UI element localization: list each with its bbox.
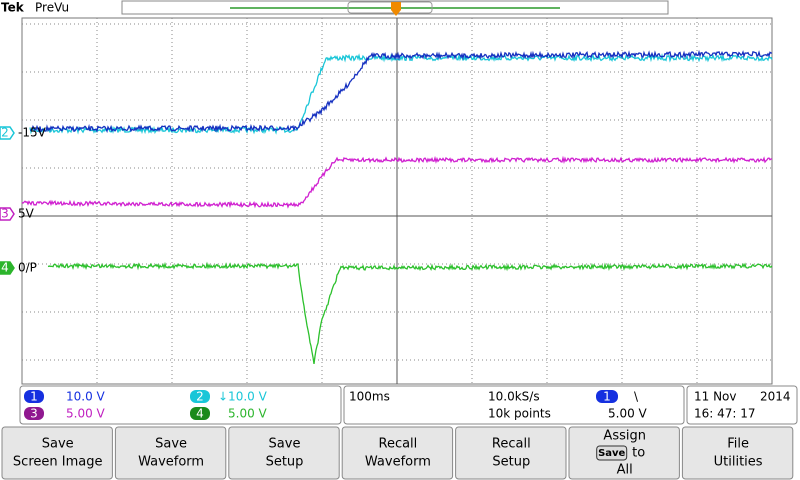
ch-scale: ↓10.0 V [218,390,268,404]
marker-number: 3 [1,207,9,221]
timebase: 100ms [349,390,390,404]
ch-scale: 10.0 V [66,390,106,404]
button-label: Save [155,437,187,452]
bottom-menu: Save Screen Image Save Waveform Save Setup Rec… [1,426,794,480]
menu-button[interactable] [1,426,113,480]
date: 11 Nov [694,390,737,404]
view-box [347,1,433,14]
ch1-trace [29,49,772,134]
button-label: Save [42,437,74,452]
ch3-trace [21,155,773,209]
button-label: File [727,437,749,452]
sample-rate: 10.0kS/s [488,390,540,404]
menu-button[interactable] [114,426,227,480]
trigger-slope: \ [634,390,639,404]
channel-marker: 4 0/P [0,261,37,275]
ch-badge [190,407,210,420]
button-label: Waveform [138,455,204,470]
menu-button[interactable] [341,426,454,480]
trigger-position [391,2,401,16]
marker-label: 0/P [18,261,37,275]
button-label: to [632,446,645,461]
button-label: Save [598,448,625,459]
marker-label: 5V [18,207,35,221]
ch-scale: 5.00 V [66,407,106,421]
ch4-trace [47,261,773,364]
marker-box [0,207,15,221]
button-label: Assign [603,429,646,444]
save-key [596,445,628,461]
time: 16: 47: 17 [694,407,756,421]
mode: PreVu [35,1,69,15]
marker-box [0,126,15,140]
button-label: Recall [379,437,418,452]
ch-badge [190,390,210,403]
channel-panel [19,385,342,425]
button-label: All [617,463,633,478]
brand: Tek [1,1,25,15]
button-label: Utilities [714,455,763,470]
marker-label: -15V [18,126,47,140]
marker-number: 4 [1,261,9,275]
button-label: Screen Image [13,455,103,470]
button-label: Setup [492,455,530,470]
ch-number: 2 [196,390,204,404]
button-label: Save [269,437,301,452]
menu-button[interactable] [681,426,794,480]
marker-box [0,261,15,275]
trigger-badge [596,390,618,403]
channel-marker: 2 -15V [0,126,47,140]
datetime-panel [686,385,798,425]
ch-badge [24,407,44,420]
ch-badge [24,390,44,403]
ch-number: 1 [30,390,38,404]
ch-number: 3 [30,407,38,421]
trigger-source: 1 [603,390,611,404]
ch-scale: 5.00 V [228,407,268,421]
graticule [21,17,773,385]
trigger-level: 5.00 V [608,407,648,421]
year: 2014 [760,390,791,404]
menu-button[interactable] [455,426,567,480]
channel-marker: 3 5V [0,207,35,221]
ch-number: 4 [196,407,204,421]
button-label: Recall [492,437,531,452]
record-length: 10k points [488,407,551,421]
marker-number: 2 [1,126,9,140]
button-label: Setup [266,455,304,470]
waveforms [21,49,773,364]
button-label: Waveform [365,455,431,470]
menu-button[interactable] [228,426,340,480]
